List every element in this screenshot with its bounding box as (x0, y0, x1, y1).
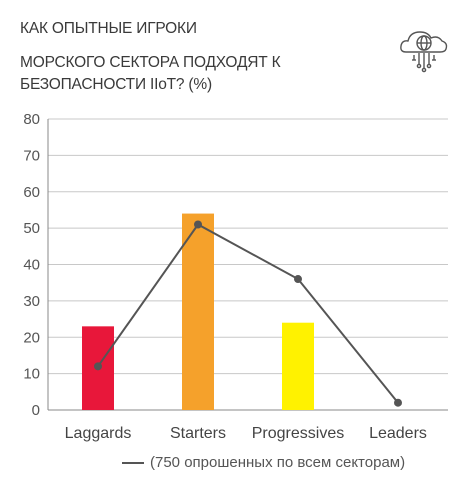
x-category-label: Laggards (65, 425, 132, 442)
series-line (97, 223, 399, 404)
y-tick-label: 0 (32, 402, 40, 419)
y-tick-label: 20 (23, 329, 40, 346)
y-tick-label: 40 (23, 257, 40, 274)
cloud-network-icon (400, 31, 448, 73)
chart-title-line-2: МОРСКОГО СЕКТОРА ПОДХОДЯТ К (20, 54, 281, 71)
x-category-label: Progressives (252, 425, 344, 442)
y-tick-label: 30 (23, 293, 40, 310)
y-tick-label: 10 (23, 366, 40, 383)
legend-label: (750 опрошенных по всем секторам) (150, 454, 406, 471)
x-category-label: Starters (170, 425, 226, 442)
line-point-progressives (294, 275, 302, 284)
y-tick-label: 70 (23, 147, 40, 164)
bar-starters (182, 213, 214, 410)
chart-title-line-1: КАК ОПЫТНЫЕ ИГРОКИ (20, 20, 197, 37)
line-point-laggards (94, 362, 102, 371)
y-tick-label: 60 (23, 184, 40, 201)
bar-progressives (282, 322, 314, 410)
x-category-label: Leaders (369, 425, 427, 442)
legend-line-swatch (122, 462, 144, 465)
y-tick-label: 50 (23, 220, 40, 237)
line-point-leaders (394, 398, 402, 407)
line-point-starters (194, 220, 202, 229)
legend: (750 опрошенных по всем секторам) (122, 454, 405, 471)
y-tick-label: 80 (23, 111, 40, 128)
chart-title-line-3: БЕЗОПАСНОСТИ IIoT? (%) (20, 76, 212, 93)
